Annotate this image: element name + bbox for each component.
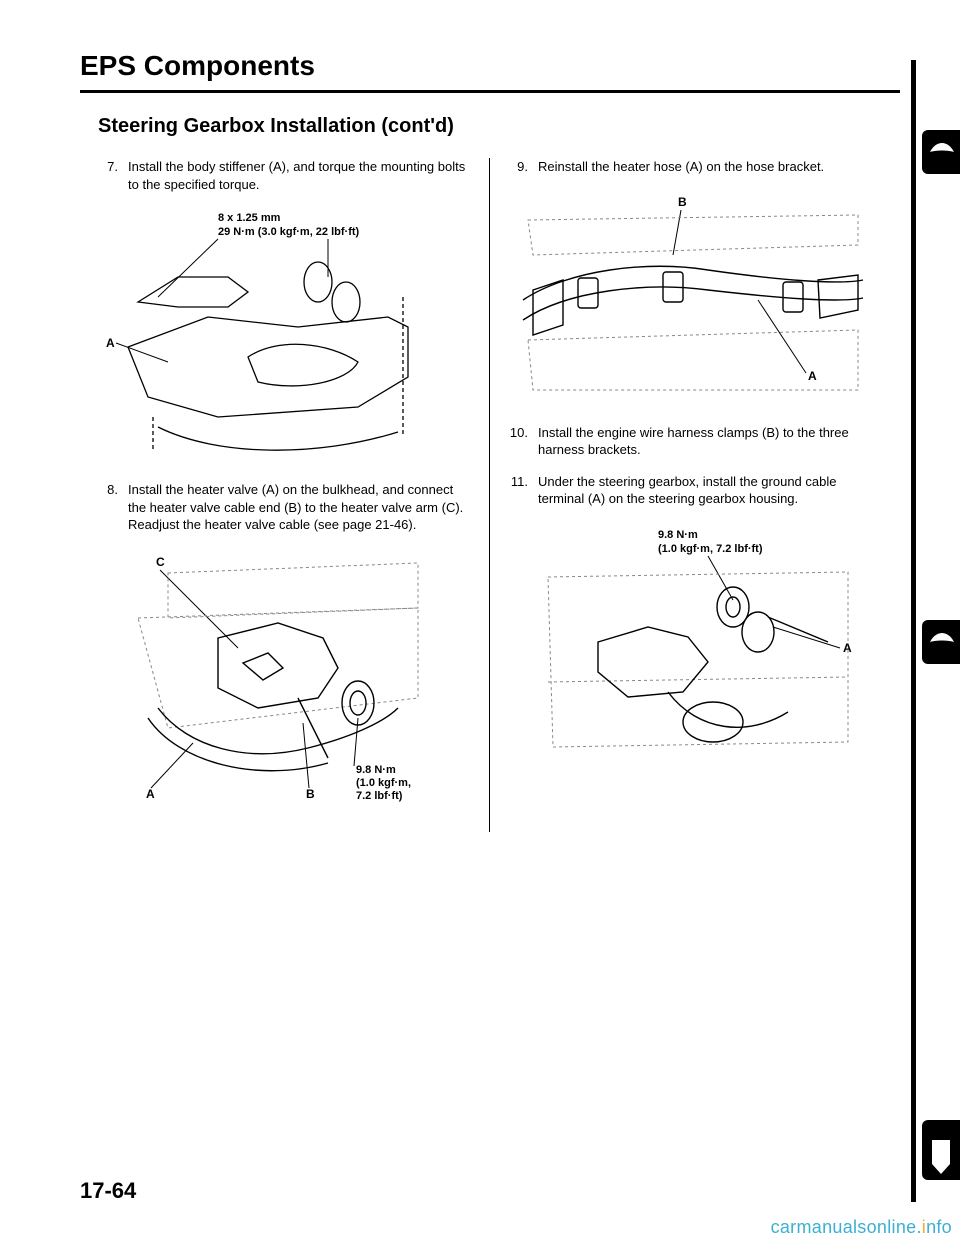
callout-a: A <box>843 641 852 655</box>
step-10: 10. Install the engine wire harness clam… <box>508 424 882 459</box>
step-text: Install the heater valve (A) on the bulk… <box>128 481 471 534</box>
callout-c: C <box>156 555 165 569</box>
page-number: 17-64 <box>80 1178 136 1204</box>
thumb-tab-icon <box>922 620 960 664</box>
step-text: Install the body stiffener (A), and torq… <box>128 158 471 193</box>
figure-8: C <box>98 548 471 808</box>
left-column: 7. Install the body stiffener (A), and t… <box>80 158 490 832</box>
torque-spec: 9.8 N·m <box>658 529 698 541</box>
step-text: Reinstall the heater hose (A) on the hos… <box>538 158 882 176</box>
watermark: carmanualsonline.info <box>763 1213 960 1242</box>
step-11: 11. Under the steering gearbox, install … <box>508 473 882 508</box>
figure-9: B A <box>508 190 882 400</box>
step-7: 7. Install the body stiffener (A), and t… <box>98 158 471 193</box>
callout-a: A <box>146 787 155 801</box>
page-title: EPS Components <box>80 50 900 82</box>
right-column: 9. Reinstall the heater hose (A) on the … <box>490 158 900 832</box>
thumb-tab-icon <box>922 1120 960 1180</box>
content-columns: 7. Install the body stiffener (A), and t… <box>80 158 900 832</box>
torque-spec: 9.8 N·m <box>356 764 396 776</box>
step-8: 8. Install the heater valve (A) on the b… <box>98 481 471 534</box>
step-number: 8. <box>98 481 118 534</box>
callout-b: B <box>306 787 315 801</box>
callout-a: A <box>808 369 817 383</box>
callout-a: A <box>106 336 115 350</box>
figure-11: 9.8 N·m (1.0 kgf·m, 7.2 lbf·ft) <box>508 522 882 772</box>
section-title: Steering Gearbox Installation (cont'd) <box>98 115 900 138</box>
torque-spec: 8 x 1.25 mm <box>218 212 281 224</box>
torque-spec: (1.0 kgf·m, 7.2 lbf·ft) <box>658 543 763 555</box>
torque-spec: 29 N·m (3.0 kgf·m, 22 lbf·ft) <box>218 226 360 238</box>
figure-7: 8 x 1.25 mm 29 N·m (3.0 kgf·m, 22 lbf·ft… <box>98 207 471 457</box>
step-9: 9. Reinstall the heater hose (A) on the … <box>508 158 882 176</box>
torque-spec: (1.0 kgf·m, <box>356 777 411 789</box>
watermark-text: carmanualsonline. <box>771 1217 922 1237</box>
step-number: 10. <box>508 424 528 459</box>
step-number: 11. <box>508 473 528 508</box>
thumb-tab-icon <box>922 130 960 174</box>
step-number: 9. <box>508 158 528 176</box>
step-text: Under the steering gearbox, install the … <box>538 473 882 508</box>
watermark-text: nfo <box>926 1217 952 1237</box>
torque-spec: 7.2 lbf·ft) <box>356 790 403 802</box>
binding-edge <box>911 60 916 1202</box>
step-number: 7. <box>98 158 118 193</box>
callout-b: B <box>678 195 687 209</box>
step-text: Install the engine wire harness clamps (… <box>538 424 882 459</box>
title-rule <box>80 90 900 93</box>
